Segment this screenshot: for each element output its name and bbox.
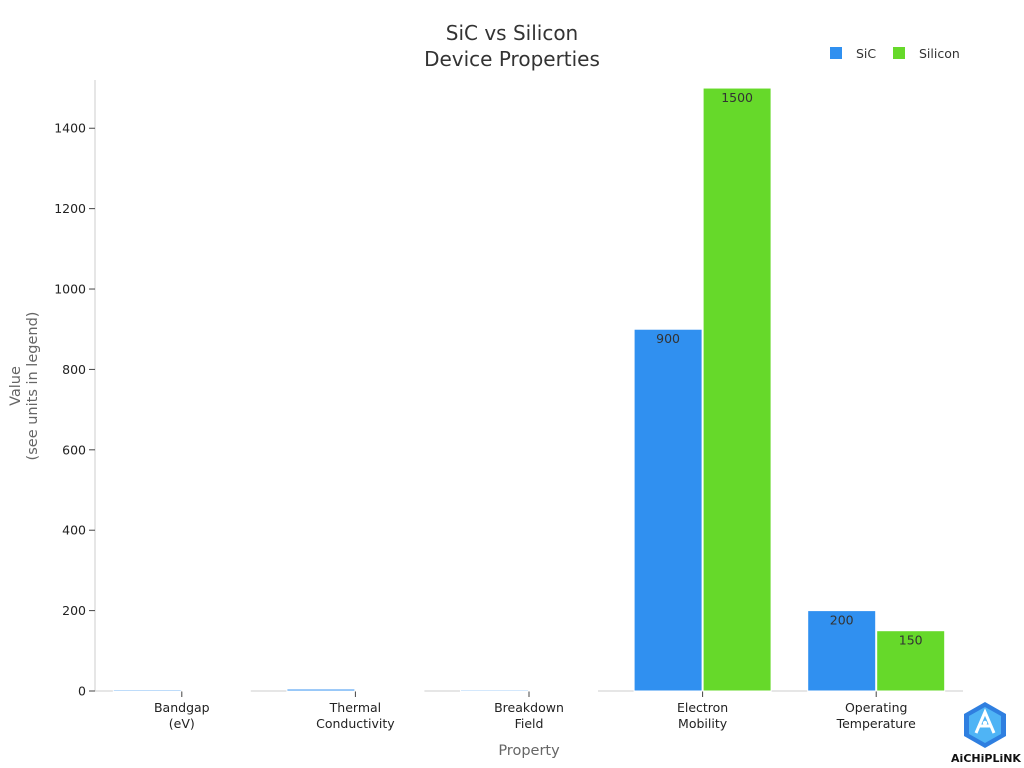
bar-sic-1 — [112, 689, 182, 692]
aichiplink-logo-icon — [964, 702, 1006, 748]
x-axis: Bandgap (eV) Thermal Conductivity Breakdown F… — [95, 690, 963, 731]
aichiplink-logo: AiCHiPLiNK — [951, 702, 1021, 765]
x-tick-label: Thermal Conductivity — [316, 700, 395, 731]
data-label: 900 — [656, 331, 680, 346]
x-axis-title: Property — [498, 743, 560, 759]
data-label: 200 — [830, 613, 854, 628]
y-tick-label: 0 — [78, 684, 86, 699]
data-label: 150 — [899, 633, 923, 648]
y-tick-label: 1000 — [54, 282, 86, 297]
data-label: 1500 — [721, 90, 753, 105]
y-axis: 0 200 400 600 800 1000 1200 1400 — [54, 80, 96, 699]
y-tick-label: 200 — [62, 603, 86, 618]
bar-sic-3 — [460, 689, 529, 692]
data-labels: 1500 900 200 150 — [656, 90, 923, 648]
bar-sic-4 — [633, 328, 703, 692]
y-axis-title: Value(see units in legend) — [8, 312, 41, 461]
bar-sic-2 — [286, 688, 356, 692]
x-tick-label: Electron Mobility — [677, 700, 728, 731]
x-tick-label: Operating Temperature — [836, 700, 916, 731]
y-tick-label: 1400 — [54, 121, 86, 136]
bar-silicon-4 — [702, 87, 772, 692]
y-tick-label: 400 — [62, 523, 86, 538]
y-tick-label: 600 — [62, 442, 86, 457]
legend: SiC Silicon — [830, 46, 960, 61]
bars — [112, 87, 946, 692]
logo-text: AiCHiPLiNK — [951, 752, 1021, 765]
bar-sic-5 — [807, 610, 877, 692]
legend-label-sic: SiC — [856, 46, 876, 61]
legend-swatch-silicon — [893, 47, 905, 59]
legend-label-silicon: Silicon — [919, 46, 960, 61]
bar-silicon-1 — [181, 690, 251, 692]
bar-silicon-5 — [876, 630, 946, 692]
bar-silicon-3 — [529, 690, 598, 692]
bar-silicon-2 — [355, 689, 425, 692]
chart-title: SiC vs Silicon Device Properties — [424, 21, 600, 71]
y-tick-label: 1200 — [54, 201, 86, 216]
y-tick-label: 800 — [62, 362, 86, 377]
x-tick-label: Bandgap (eV) — [154, 700, 210, 731]
x-tick-label: Breakdown Field — [494, 700, 564, 731]
legend-swatch-sic — [830, 47, 842, 59]
